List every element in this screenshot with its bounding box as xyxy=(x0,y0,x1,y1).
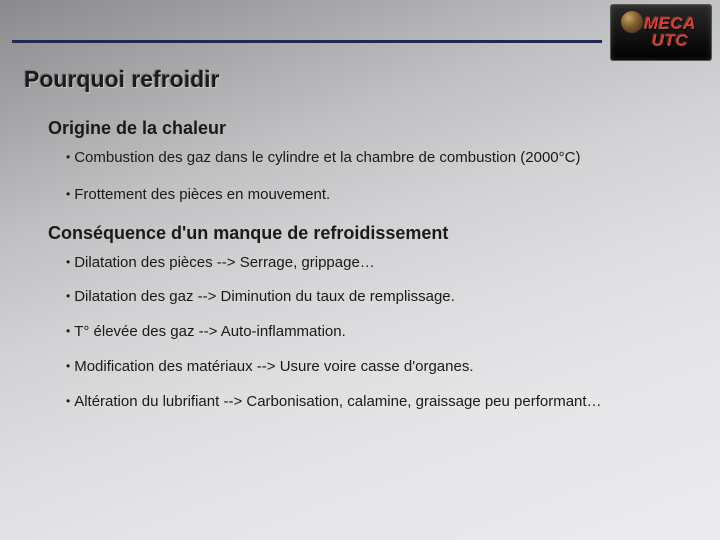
bullet-text: Dilatation des gaz --> Diminution du tau… xyxy=(74,288,455,305)
bullet-text: Modification des matériaux --> Usure voi… xyxy=(74,358,473,375)
header-divider xyxy=(12,40,602,43)
section2-heading: Conséquence d'un manque de refroidisseme… xyxy=(48,223,700,244)
bullet-text: Dilatation des pièces --> Serrage, gripp… xyxy=(74,254,375,271)
section2-bullet: •Modification des matériaux --> Usure vo… xyxy=(66,358,700,377)
section1-heading: Origine de la chaleur xyxy=(48,118,700,139)
logo-text-line2: UTC xyxy=(652,33,688,49)
section2-bullet: •Dilatation des gaz --> Diminution du ta… xyxy=(66,288,700,307)
section2-bullet: •Dilatation des pièces --> Serrage, grip… xyxy=(66,254,700,273)
page-title: Pourquoi refroidir xyxy=(24,66,220,93)
bullet-text: Altération du lubrifiant --> Carbonisati… xyxy=(74,393,601,410)
section2-bullet: •T° élevée des gaz --> Auto-inflammation… xyxy=(66,323,700,342)
slide-content: Origine de la chaleur •Combustion des ga… xyxy=(48,112,700,427)
bullet-text: T° élevée des gaz --> Auto-inflammation. xyxy=(74,323,346,340)
section2-bullet: •Altération du lubrifiant --> Carbonisat… xyxy=(66,393,700,412)
bullet-text: Frottement des pièces en mouvement. xyxy=(74,186,330,203)
bullet-text: Combustion des gaz dans le cylindre et l… xyxy=(74,149,580,166)
logo-ball-icon xyxy=(621,11,643,33)
section1-bullet: •Frottement des pièces en mouvement. xyxy=(66,186,700,205)
logo-badge: MECA UTC xyxy=(610,4,712,61)
section1-bullet: •Combustion des gaz dans le cylindre et … xyxy=(66,149,700,168)
